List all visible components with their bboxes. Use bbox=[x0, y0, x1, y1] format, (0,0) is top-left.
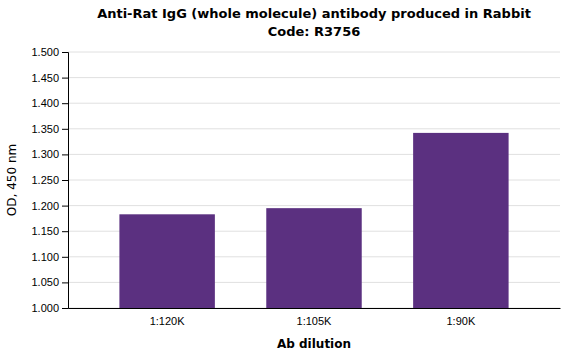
x-tick: 1:105K bbox=[297, 315, 333, 327]
y-tick: 1.250 bbox=[31, 174, 68, 186]
bar bbox=[266, 208, 361, 308]
grid-line bbox=[68, 103, 560, 104]
y-tick-label: 1.500 bbox=[31, 46, 59, 58]
y-tick: 1.200 bbox=[31, 200, 68, 212]
bar bbox=[413, 133, 508, 308]
y-tick-mark bbox=[62, 154, 68, 155]
y-tick-label: 1.350 bbox=[31, 123, 59, 135]
y-tick-label: 1.200 bbox=[31, 200, 59, 212]
y-tick-label: 1.250 bbox=[31, 174, 59, 186]
x-axis: 1:120K 1:105K 1:90K bbox=[69, 309, 561, 327]
bar bbox=[119, 214, 214, 308]
y-tick: 1.300 bbox=[31, 148, 68, 160]
title: Anti-Rat IgG (whole molecule) antibody p… bbox=[97, 6, 531, 21]
y-tick-mark bbox=[62, 206, 68, 207]
y-tick-mark bbox=[62, 308, 68, 309]
y-tick: 1.400 bbox=[31, 97, 68, 109]
y-tick-label: 1.100 bbox=[31, 251, 59, 263]
y-tick: 1.450 bbox=[31, 72, 68, 84]
subtitle: Code: R3756 bbox=[268, 24, 361, 39]
y-tick-mark bbox=[62, 78, 68, 79]
y-tick-mark bbox=[62, 282, 68, 283]
x-tick-label: 1:90K bbox=[446, 315, 475, 327]
x-tick-label: 1:105K bbox=[297, 315, 333, 327]
y-tick-mark bbox=[62, 52, 68, 53]
y-tick: 1.150 bbox=[31, 225, 68, 237]
grid-line bbox=[68, 128, 560, 129]
x-tick: 1:120K bbox=[150, 315, 186, 327]
x-axis-title: Ab dilution bbox=[277, 337, 351, 351]
y-tick-mark bbox=[62, 129, 68, 130]
y-axis: 1.000 1.050 1.100 1.150 1.200 1.250 1.300 1.350… bbox=[31, 46, 68, 314]
y-tick: 1.000 bbox=[31, 302, 68, 314]
x-tick-label: 1:120K bbox=[150, 315, 186, 327]
y-tick-label: 1.300 bbox=[31, 148, 59, 160]
y-axis-line bbox=[62, 53, 69, 309]
y-tick-mark bbox=[62, 103, 68, 104]
y-tick: 1.500 bbox=[31, 46, 68, 58]
y-tick-label: 1.050 bbox=[31, 276, 59, 288]
y-tick-mark bbox=[62, 257, 68, 258]
bars bbox=[119, 133, 508, 308]
y-tick-mark bbox=[62, 180, 68, 181]
y-tick: 1.350 bbox=[31, 123, 68, 135]
y-axis-title: OD, 450 nm bbox=[5, 144, 19, 216]
grid-line bbox=[68, 52, 560, 53]
chart: 1.000 1.050 1.100 1.150 1.200 1.250 1.300 1.350… bbox=[0, 0, 580, 360]
y-tick-label: 1.450 bbox=[31, 72, 59, 84]
y-tick-label: 1.000 bbox=[31, 302, 59, 314]
y-tick: 1.050 bbox=[31, 276, 68, 288]
x-axis-line bbox=[69, 308, 561, 309]
grid-line bbox=[68, 77, 560, 78]
y-tick-mark bbox=[62, 231, 68, 232]
y-tick-label: 1.400 bbox=[31, 97, 59, 109]
y-tick-label: 1.150 bbox=[31, 225, 59, 237]
plot: 1.000 1.050 1.100 1.150 1.200 1.250 1.300 1.350… bbox=[31, 46, 560, 360]
y-tick: 1.100 bbox=[31, 251, 68, 263]
x-tick: 1:90K bbox=[446, 315, 475, 327]
